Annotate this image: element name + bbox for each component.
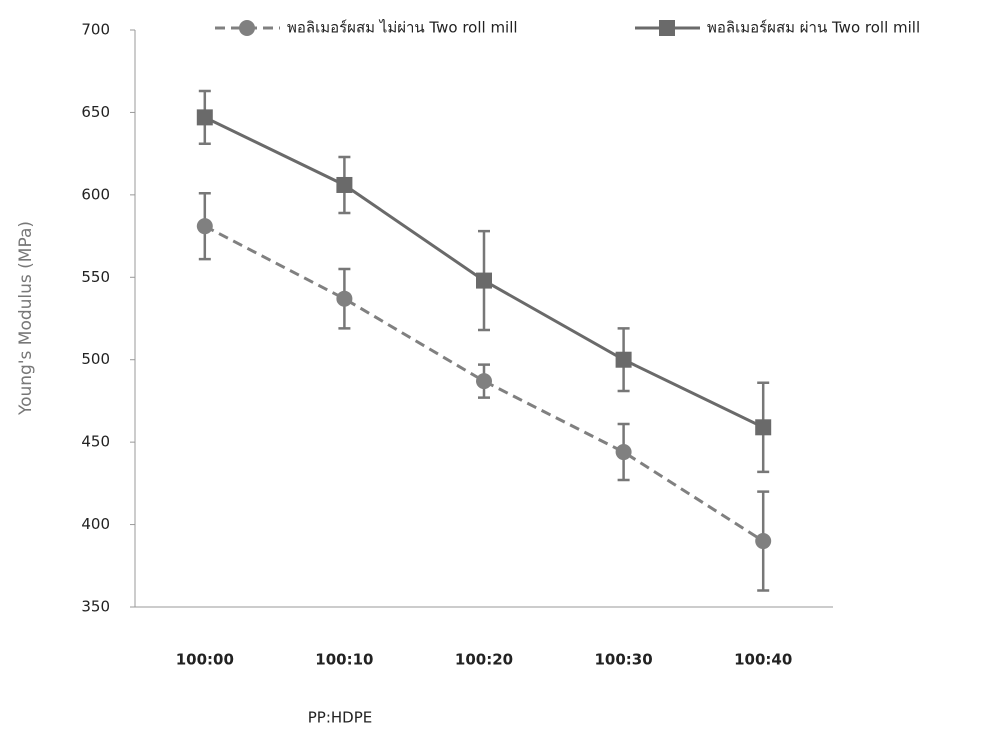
data-point [196,109,213,126]
y-axis-label: Young's Modulus (MPa) [16,221,36,416]
y-tick-label: 550 [81,268,110,286]
y-tick-label: 600 [81,185,110,203]
data-point [615,444,632,461]
data-point [755,533,772,550]
x-tick-label: 100:20 [455,651,513,669]
data-point [615,351,632,368]
x-tick-label: 100:40 [734,651,792,669]
y-tick-label: 700 [81,21,110,39]
data-point [476,373,492,390]
data-point [196,218,213,235]
legend-marker [659,20,675,36]
x-axis-label: PP:HDPE [308,709,373,727]
y-tick-label: 500 [81,350,110,368]
legend-label: พอลิเมอร์ผสม ผ่าน Two roll mill [707,19,920,37]
data-point [336,176,353,193]
data-point [336,290,353,307]
x-tick-label: 100:30 [595,651,653,669]
x-tick-label: 100:00 [176,651,234,669]
y-tick-label: 400 [81,515,110,533]
y-tick-label: 450 [81,433,110,451]
data-point [476,272,492,289]
y-tick-label: 350 [81,598,110,616]
y-tick-label: 650 [81,103,110,121]
data-point [755,419,772,436]
x-tick-label: 100:10 [315,651,373,669]
legend-marker [239,20,255,36]
series-line [204,224,765,543]
legend-label: พอลิเมอร์ผสม ไม่ผ่าน Two roll mill [287,19,518,37]
